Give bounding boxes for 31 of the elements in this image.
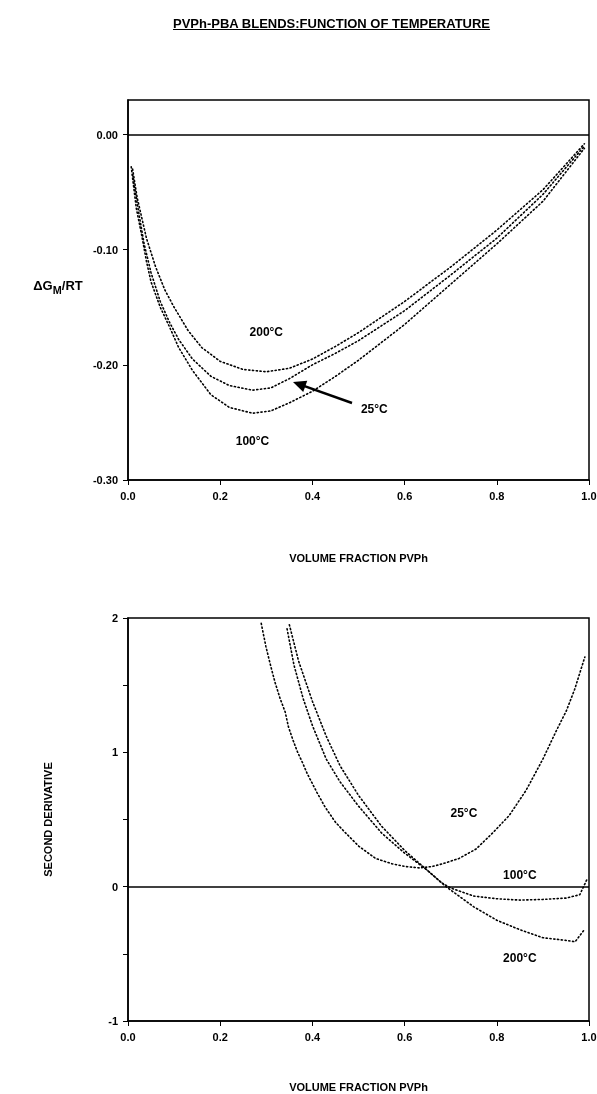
- x-tick-label: 1.0: [581, 1030, 597, 1043]
- y-tick-label: -0.30: [92, 474, 118, 486]
- y-tick-label: 0.00: [96, 128, 118, 141]
- series-label: 25°C: [450, 805, 478, 820]
- x-tick-label: 0.0: [120, 1030, 136, 1043]
- series-label: 100°C: [235, 434, 270, 449]
- y-tick-label: -1: [108, 1015, 118, 1027]
- y-tick-label: -0.10: [92, 243, 118, 256]
- x-tick-label: 0.2: [212, 489, 228, 502]
- y-tick-label: -0.20: [92, 358, 118, 371]
- x-tick-label: 0.4: [304, 489, 321, 502]
- y-tick-label: 0: [111, 880, 118, 893]
- x-tick-label: 0.8: [489, 489, 505, 502]
- text: 25°C: [360, 401, 389, 416]
- x-tick-label: 0.4: [304, 1030, 321, 1043]
- x-tick-label: 1.0: [581, 489, 597, 502]
- x-tick-label: 0.2: [212, 1030, 228, 1043]
- series-label: 100°C: [503, 868, 537, 883]
- x-tick-label: 0.0: [120, 489, 136, 502]
- y-axis-title: ΔG$_{M}$/RT: [32, 278, 84, 296]
- x-axis-title: VOLUME FRACTION PVPh: [289, 1080, 429, 1093]
- y-tick-label: 1: [111, 746, 118, 759]
- text: 200°C: [249, 324, 284, 339]
- y-axis-title: SECOND DERIVATIVE: [41, 762, 54, 877]
- chart-title: PVPh-PBA BLENDS:FUNCTION OF TEMPERATURE: [171, 16, 492, 31]
- x-tick-label: 0.6: [396, 489, 413, 502]
- x-axis-title: VOLUME FRACTION PVPh: [289, 551, 429, 564]
- y-tick-label: 2: [111, 612, 118, 624]
- x-tick-label: 0.6: [396, 1030, 413, 1043]
- x-tick-label: 0.8: [489, 1030, 505, 1043]
- series-label: 200°C: [503, 950, 537, 965]
